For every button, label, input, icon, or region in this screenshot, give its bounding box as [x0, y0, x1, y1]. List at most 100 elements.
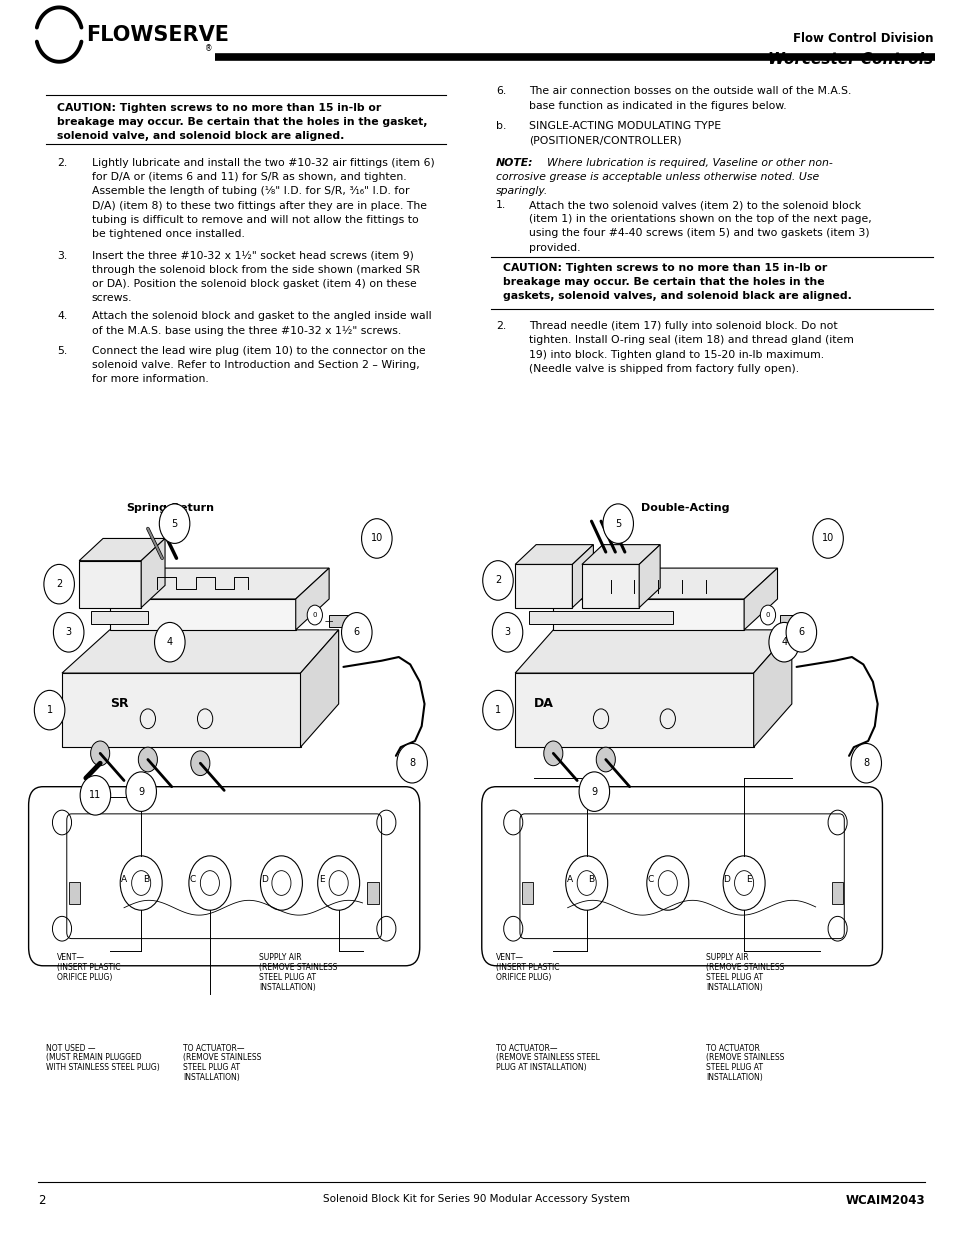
Polygon shape	[110, 599, 295, 630]
Text: B: B	[588, 874, 594, 884]
Text: 6.: 6.	[496, 86, 506, 96]
Text: 4: 4	[167, 637, 172, 647]
Text: SINGLE-ACTING MODULATING TYPE: SINGLE-ACTING MODULATING TYPE	[529, 121, 720, 131]
Text: Worcester Controls: Worcester Controls	[767, 52, 932, 67]
Text: NOT USED —: NOT USED —	[46, 1044, 95, 1052]
Text: 9: 9	[591, 787, 597, 797]
Polygon shape	[553, 599, 743, 630]
Polygon shape	[62, 673, 300, 747]
Text: CAUTION: Tighten screws to no more than 15 in-lb or: CAUTION: Tighten screws to no more than …	[502, 263, 826, 273]
Text: INSTALLATION): INSTALLATION)	[259, 983, 315, 992]
Bar	[529, 611, 672, 624]
Text: Where lubrication is required, Vaseline or other non-: Where lubrication is required, Vaseline …	[546, 158, 832, 168]
Circle shape	[154, 622, 185, 662]
Circle shape	[80, 776, 111, 815]
Circle shape	[482, 561, 513, 600]
Polygon shape	[295, 568, 329, 630]
Circle shape	[850, 743, 881, 783]
Text: STEEL PLUG AT: STEEL PLUG AT	[705, 973, 762, 982]
Text: Assemble the length of tubing (¹⁄₈" I.D. for S/R, ³⁄₁₆" I.D. for: Assemble the length of tubing (¹⁄₈" I.D.…	[91, 186, 409, 196]
Text: (MUST REMAIN PLUGGED: (MUST REMAIN PLUGGED	[46, 1053, 141, 1062]
Text: Attach the two solenoid valves (item 2) to the solenoid block: Attach the two solenoid valves (item 2) …	[529, 200, 861, 210]
Text: Insert the three #10-32 x 1½" socket head screws (item 9): Insert the three #10-32 x 1½" socket hea…	[91, 251, 413, 261]
Text: Flow Control Division: Flow Control Division	[792, 32, 932, 44]
Circle shape	[138, 747, 157, 772]
Text: 4: 4	[781, 637, 786, 647]
Text: (Needle valve is shipped from factory fully open).: (Needle valve is shipped from factory fu…	[529, 363, 799, 374]
Circle shape	[812, 519, 842, 558]
Text: 3: 3	[504, 627, 510, 637]
Text: corrosive grease is acceptable unless otherwise noted. Use: corrosive grease is acceptable unless ot…	[496, 173, 819, 183]
Text: DA: DA	[534, 698, 554, 710]
Circle shape	[482, 690, 513, 730]
Text: sparingly.: sparingly.	[496, 186, 548, 196]
Text: using the four #4-40 screws (item 5) and two gaskets (item 3): using the four #4-40 screws (item 5) and…	[529, 228, 869, 238]
Polygon shape	[62, 630, 338, 673]
Text: (INSERT PLASTIC: (INSERT PLASTIC	[496, 963, 559, 972]
Text: TO ACTUATOR—: TO ACTUATOR—	[183, 1044, 244, 1052]
Polygon shape	[515, 545, 593, 564]
Text: ORIFICE PLUG): ORIFICE PLUG)	[57, 973, 112, 982]
FancyBboxPatch shape	[481, 787, 882, 966]
Text: (REMOVE STAINLESS: (REMOVE STAINLESS	[705, 1053, 783, 1062]
Text: be tightened once installed.: be tightened once installed.	[91, 230, 244, 240]
Text: D: D	[260, 874, 268, 884]
Circle shape	[191, 751, 210, 776]
FancyBboxPatch shape	[29, 787, 419, 966]
Text: 8: 8	[409, 758, 415, 768]
Circle shape	[91, 741, 110, 766]
Text: 3.: 3.	[57, 251, 68, 261]
Text: (item 1) in the orientations shown on the top of the next page,: (item 1) in the orientations shown on th…	[529, 215, 871, 225]
Polygon shape	[515, 630, 791, 673]
Text: A: A	[121, 874, 127, 884]
Text: (INSERT PLASTIC: (INSERT PLASTIC	[57, 963, 121, 972]
Text: SUPPLY AIR: SUPPLY AIR	[259, 953, 302, 962]
Text: 2.: 2.	[57, 158, 68, 168]
Text: Connect the lead wire plug (item 10) to the connector on the: Connect the lead wire plug (item 10) to …	[91, 346, 425, 356]
Text: 10: 10	[371, 534, 382, 543]
Text: Solenoid Block Kit for Series 90 Modular Accessory System: Solenoid Block Kit for Series 90 Modular…	[323, 1194, 630, 1204]
Text: Attach the solenoid block and gasket to the angled inside wall: Attach the solenoid block and gasket to …	[91, 311, 431, 321]
Circle shape	[492, 613, 522, 652]
Text: for more information.: for more information.	[91, 374, 208, 384]
Text: 8: 8	[862, 758, 868, 768]
Polygon shape	[79, 538, 165, 561]
Text: STEEL PLUG AT: STEEL PLUG AT	[705, 1063, 762, 1072]
Text: ®: ®	[205, 43, 213, 53]
Bar	[831, 882, 842, 904]
Circle shape	[760, 605, 775, 625]
Text: 2: 2	[56, 579, 62, 589]
Text: SR: SR	[110, 698, 129, 710]
Text: 5.: 5.	[57, 346, 68, 356]
Text: of the M.A.S. base using the three #10-32 x 1½" screws.: of the M.A.S. base using the three #10-3…	[91, 325, 400, 336]
Text: TO ACTUATOR: TO ACTUATOR	[705, 1044, 759, 1052]
Circle shape	[307, 605, 322, 625]
Text: Double-Acting: Double-Acting	[640, 503, 728, 513]
Text: 9: 9	[138, 787, 144, 797]
Text: ORIFICE PLUG): ORIFICE PLUG)	[496, 973, 551, 982]
Circle shape	[596, 747, 615, 772]
Circle shape	[396, 743, 427, 783]
Text: tighten. Install O-ring seal (item 18) and thread gland (item: tighten. Install O-ring seal (item 18) a…	[529, 336, 854, 346]
Text: for D/A or (items 6 and 11) for S/R as shown, and tighten.: for D/A or (items 6 and 11) for S/R as s…	[91, 173, 406, 183]
Text: (REMOVE STAINLESS: (REMOVE STAINLESS	[183, 1053, 261, 1062]
Text: breakage may occur. Be certain that the holes in the gasket,: breakage may occur. Be certain that the …	[57, 117, 427, 127]
Text: VENT—: VENT—	[57, 953, 85, 962]
Text: 3: 3	[66, 627, 71, 637]
Polygon shape	[553, 568, 777, 599]
Text: STEEL PLUG AT: STEEL PLUG AT	[183, 1063, 240, 1072]
Bar	[367, 882, 378, 904]
Text: 1: 1	[47, 705, 52, 715]
Text: 2: 2	[495, 576, 500, 585]
Text: D: D	[722, 874, 730, 884]
Polygon shape	[110, 568, 329, 599]
Circle shape	[44, 564, 74, 604]
Bar	[69, 882, 80, 904]
Text: The air connection bosses on the outside wall of the M.A.S.: The air connection bosses on the outside…	[529, 86, 851, 96]
Circle shape	[34, 690, 65, 730]
Polygon shape	[79, 561, 141, 608]
Text: Thread needle (item 17) fully into solenoid block. Do not: Thread needle (item 17) fully into solen…	[529, 321, 838, 331]
Text: or DA). Position the solenoid block gasket (item 4) on these: or DA). Position the solenoid block gask…	[91, 279, 416, 289]
Text: —: —	[324, 616, 333, 626]
Text: WITH STAINLESS STEEL PLUG): WITH STAINLESS STEEL PLUG)	[46, 1063, 159, 1072]
